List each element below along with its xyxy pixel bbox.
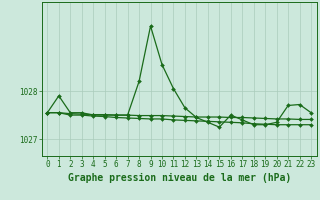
X-axis label: Graphe pression niveau de la mer (hPa): Graphe pression niveau de la mer (hPa) <box>68 173 291 183</box>
